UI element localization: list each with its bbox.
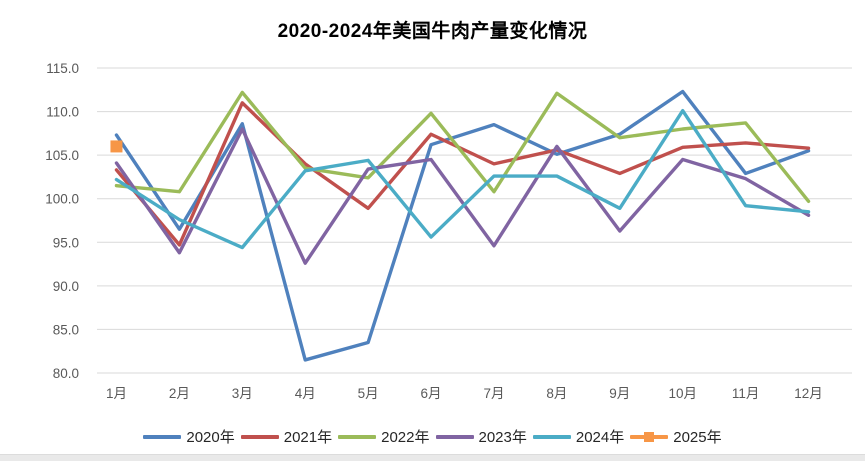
legend-item-2025: 2025年	[630, 426, 722, 447]
chart-title: 2020-2024年美国牛肉产量变化情况	[277, 21, 588, 42]
y-axis-tick-label: 110.0	[46, 105, 79, 120]
x-axis-tick-label: 2月	[169, 386, 190, 401]
y-axis-tick-label: 90.0	[53, 279, 79, 294]
legend-item-2021: 2021年	[240, 426, 333, 447]
y-axis-tick-label: 100.0	[45, 192, 79, 207]
y-axis-tick-label: 95.0	[53, 235, 79, 250]
series-line-2023	[114, 127, 811, 265]
x-axis-tick-label: 12月	[794, 386, 823, 401]
legend-item-2024: 2024年	[532, 426, 625, 447]
x-axis-tick-label: 11月	[732, 386, 760, 401]
legend-line-swatch	[435, 434, 474, 439]
x-axis-tick-label: 3月	[232, 386, 253, 401]
x-axis-tick-label: 10月	[668, 386, 697, 401]
x-axis-tick-label: 7月	[483, 386, 504, 401]
legend-label: 2021年	[283, 429, 333, 446]
x-axis-tick-label: 1月	[106, 386, 127, 401]
x-axis-tick-label: 5月	[358, 386, 379, 401]
x-axis-tick-label: 9月	[609, 386, 630, 401]
series-line-2024	[114, 108, 811, 250]
legend-label: 2023年	[478, 429, 527, 446]
y-axis-tick-label: 85.0	[53, 322, 79, 337]
legend-line-swatch	[143, 434, 182, 439]
legend-item-2023: 2023年	[435, 426, 527, 447]
x-axis-tick-label: 8月	[546, 386, 567, 401]
y-axis-tick-label: 115.0	[46, 61, 79, 76]
legend-label: 2025年	[673, 429, 722, 446]
legend-line-swatch	[338, 434, 377, 439]
legend-label: 2022年	[381, 429, 430, 446]
legend-label: 2020年	[186, 429, 235, 446]
bottom-divider	[0, 454, 865, 461]
x-axis-tick-label: 6月	[421, 386, 442, 401]
series-line-2021	[114, 101, 811, 247]
series-line-2020	[114, 89, 811, 362]
legend-label: 2024年	[575, 429, 625, 446]
y-axis-tick-label: 105.0	[45, 148, 79, 163]
legend-item-2022: 2022年	[338, 426, 430, 447]
legend-line-swatch	[532, 434, 571, 439]
legend-square-marker	[644, 431, 655, 442]
legend: 2020年 2021年 2022年 2023年 2024年 2025年	[0, 426, 865, 447]
legend-item-2020: 2020年	[143, 426, 235, 447]
series-marker-2025	[110, 140, 123, 153]
x-axis-tick-label: 4月	[295, 386, 316, 401]
legend-line-swatch	[240, 434, 279, 439]
y-axis-tick-label: 80.0	[53, 366, 79, 381]
legend-line-swatch	[630, 431, 669, 442]
